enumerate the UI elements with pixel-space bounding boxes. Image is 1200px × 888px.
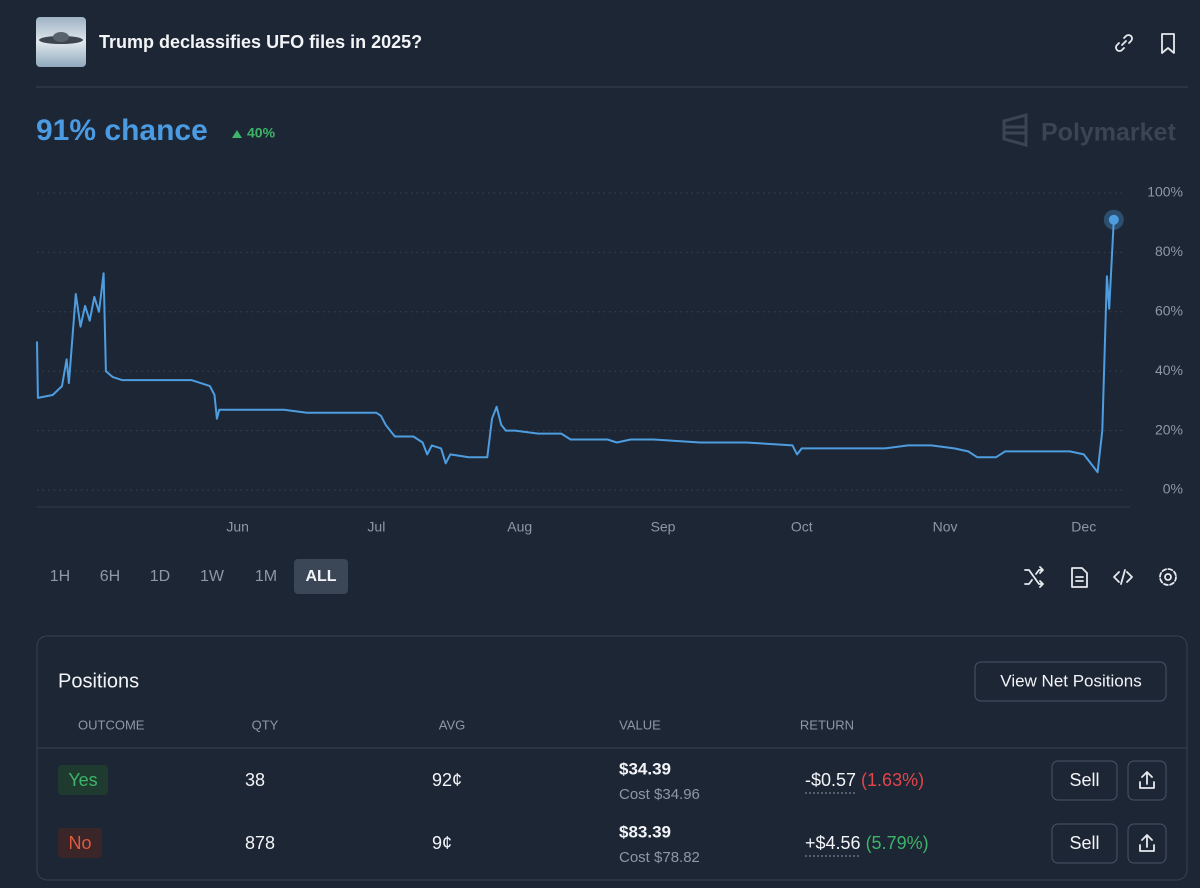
- y-tick-label: 0%: [1163, 481, 1183, 497]
- share-button-bg[interactable]: [1127, 823, 1167, 864]
- x-tick-label: Dec: [1071, 519, 1096, 535]
- share-icon[interactable]: [1139, 771, 1155, 789]
- positions-card: [36, 635, 1188, 881]
- outcome-badge: [58, 765, 108, 795]
- change: 40%: [247, 125, 276, 141]
- price-line: [36, 219, 1115, 474]
- sell-label[interactable]: Sell: [1069, 833, 1099, 853]
- copy-link-icon[interactable]: [1115, 34, 1133, 52]
- share-button-bg[interactable]: [1127, 760, 1167, 801]
- qty: 38: [245, 770, 265, 790]
- settings-icon[interactable]: [1159, 568, 1177, 586]
- avg: 92¢: [432, 770, 462, 790]
- bookmark-icon[interactable]: [1161, 33, 1175, 54]
- range-button[interactable]: 1M: [255, 568, 277, 585]
- sell-label[interactable]: Sell: [1069, 770, 1099, 790]
- y-tick-label: 40%: [1155, 362, 1183, 378]
- return: -$0.57: [805, 770, 856, 790]
- x-tick-label: Jun: [226, 519, 249, 535]
- range-label[interactable]: 6H: [100, 568, 120, 585]
- range-button[interactable]: 6H: [100, 568, 120, 585]
- x-tick-label: Jul: [367, 519, 385, 535]
- y-tick-label: 20%: [1155, 421, 1183, 437]
- chance: 91% chance: [36, 114, 208, 147]
- market-title: Trump declassifies UFO files in 2025?: [99, 32, 422, 52]
- avg: 9¢: [432, 833, 452, 853]
- button-label[interactable]: View Net Positions: [1000, 671, 1141, 690]
- column-header: OUTCOME: [78, 717, 145, 732]
- sell-button-bg[interactable]: [1051, 823, 1118, 864]
- outcome: Yes: [68, 770, 97, 790]
- return-pct: (1.63%): [861, 770, 924, 790]
- range-button-bg[interactable]: [294, 559, 348, 594]
- share-icon[interactable]: [1139, 834, 1155, 852]
- outcome: No: [68, 833, 91, 853]
- positions-title: Positions: [58, 670, 139, 692]
- positions-table: OUTCOME QTY AVG VALUE RETURN Yes 38 92¢ $34.39 Co…: [58, 717, 1167, 866]
- embed-icon[interactable]: [1113, 569, 1133, 585]
- column-header: VALUE: [619, 717, 661, 732]
- outcome-badge: [58, 828, 102, 858]
- share-button[interactable]: [1127, 760, 1167, 801]
- y-tick-label: 60%: [1155, 303, 1183, 319]
- column-header: QTY: [252, 717, 279, 732]
- share-button[interactable]: [1127, 823, 1167, 864]
- y-tick-label: 100%: [1147, 184, 1183, 200]
- x-tick-label: Sep: [651, 519, 676, 535]
- position-row: No 878 9¢ $83.39 Cost $78.82 +$4.56 (5.79%) Sel…: [58, 822, 1167, 866]
- range-label[interactable]: ALL: [305, 568, 336, 585]
- return-pct: (5.79%): [866, 833, 929, 853]
- range-label[interactable]: 1M: [255, 568, 277, 585]
- return: +$4.56: [805, 833, 861, 853]
- range-label[interactable]: 1D: [150, 568, 170, 585]
- shuffle-icon[interactable]: [1024, 566, 1044, 588]
- y-tick-label: 80%: [1155, 243, 1183, 259]
- change-arrow: [232, 130, 242, 138]
- value: $83.39: [619, 822, 671, 841]
- range-button[interactable]: 1D: [150, 568, 170, 585]
- range-button[interactable]: 1W: [200, 568, 225, 585]
- sell-button[interactable]: Sell: [1051, 823, 1118, 864]
- value: $34.39: [619, 759, 671, 778]
- brand: Polymarket: [1041, 119, 1176, 147]
- x-tick-label: Nov: [933, 519, 958, 535]
- column-header: RETURN: [800, 717, 854, 732]
- range-label[interactable]: 1W: [200, 568, 225, 585]
- column-header: AVG: [439, 717, 466, 732]
- x-tick-label: Oct: [791, 519, 813, 535]
- range-buttons: 1H 6H 1D 1W 1M ALL: [50, 559, 348, 594]
- cost: Cost $34.96: [619, 786, 700, 803]
- position-row: Yes 38 92¢ $34.39 Cost $34.96 -$0.57 (1.63%) Se…: [58, 759, 1167, 803]
- endpoint: [1108, 214, 1119, 225]
- view-net-positions-button[interactable]: View Net Positions: [974, 661, 1167, 702]
- range-label[interactable]: 1H: [50, 568, 70, 585]
- market-thumbnail: [36, 17, 86, 67]
- x-tick-label: Aug: [507, 519, 532, 535]
- brand-logo: Polymarket: [1002, 113, 1176, 147]
- cost: Cost $78.82: [619, 849, 700, 866]
- range-button[interactable]: ALL: [294, 559, 348, 594]
- sell-button-bg[interactable]: [1051, 760, 1118, 801]
- document-icon[interactable]: [1071, 567, 1088, 588]
- chart: 0% 20% 40% 60% 80% 100% Jun Jul Aug Sep Oct Nov Dec: [36, 184, 1183, 535]
- range-button[interactable]: 1H: [50, 568, 70, 585]
- qty: 878: [245, 833, 275, 853]
- sell-button[interactable]: Sell: [1051, 760, 1118, 801]
